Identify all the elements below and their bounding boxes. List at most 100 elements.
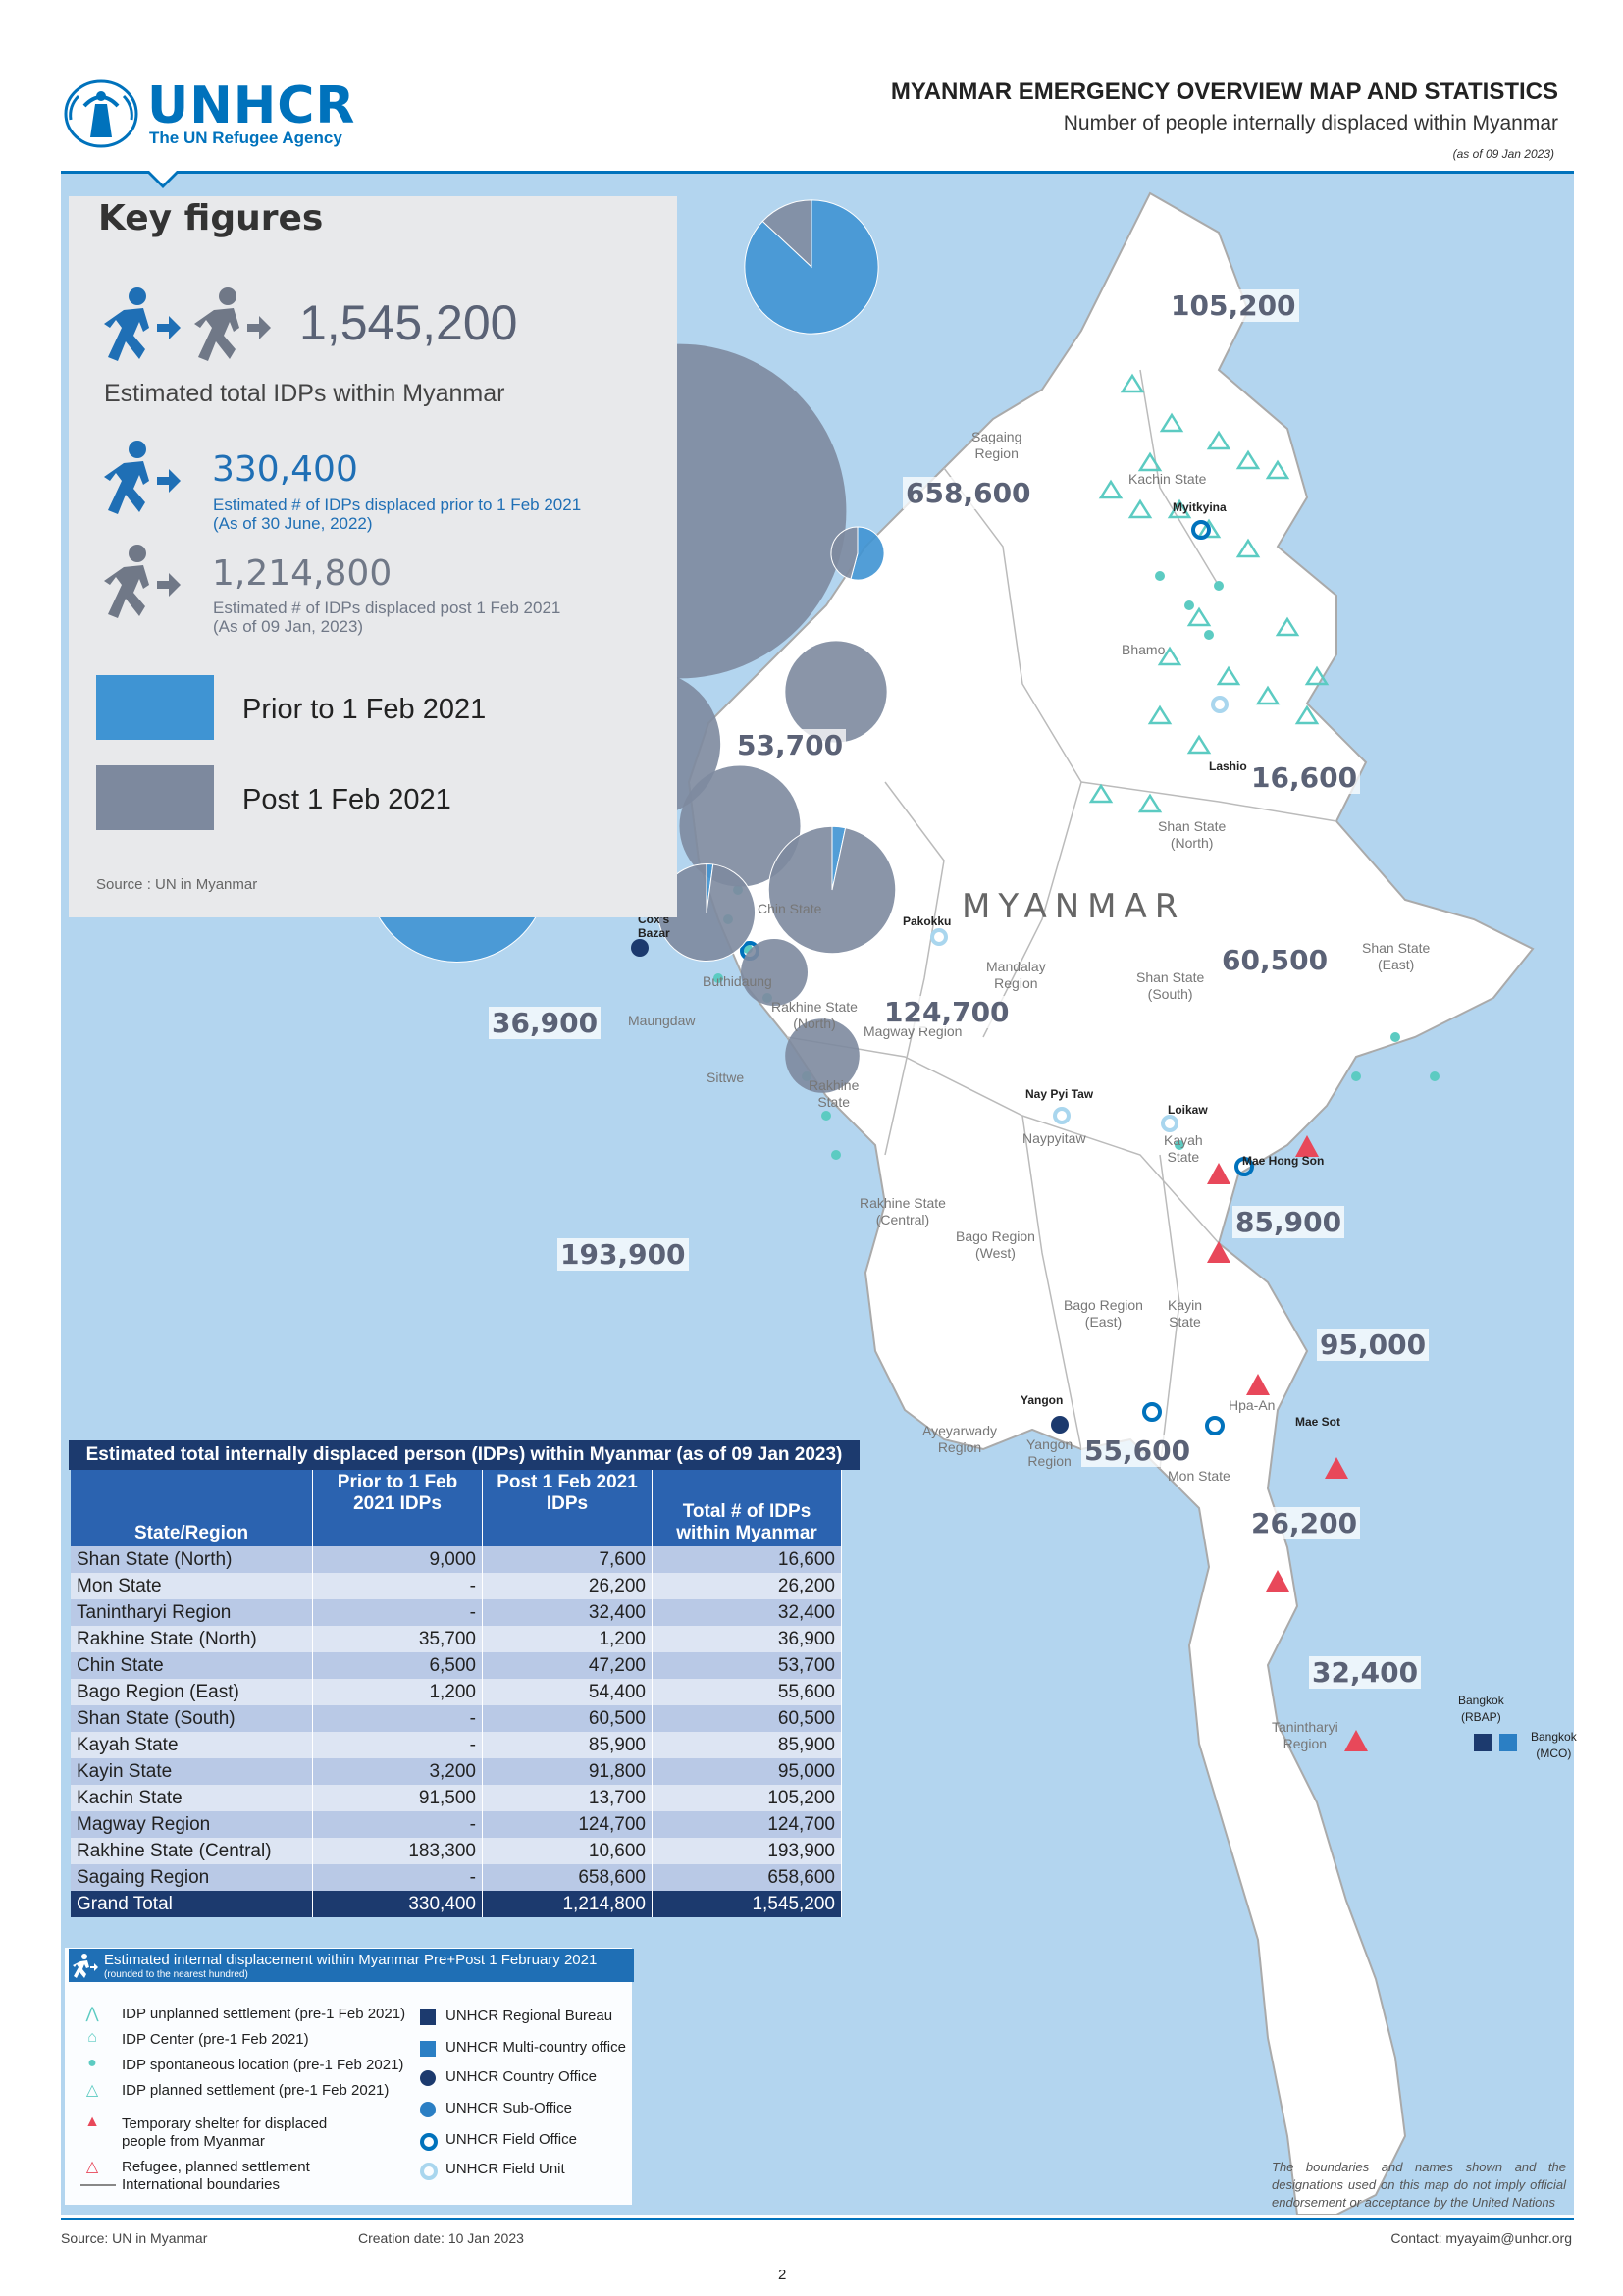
place-label: Shan State (North) bbox=[1158, 818, 1227, 851]
map-legend bbox=[65, 1948, 632, 2205]
sub-office-icon bbox=[420, 2102, 436, 2117]
place-label: Bago Region (West) bbox=[956, 1228, 1035, 1261]
bubble-label-rakhine-north: 36,900 bbox=[489, 1007, 602, 1039]
legend-item: IDP spontaneous location (pre-1 Feb 2021… bbox=[122, 2057, 404, 2073]
place-label: Yangon bbox=[1021, 1393, 1064, 1407]
bubble-mon-state bbox=[741, 939, 808, 1006]
table-header: State/Region bbox=[71, 1470, 313, 1546]
post-idp-value: 1,214,800 bbox=[212, 553, 393, 594]
table-cell-value: 85,900 bbox=[652, 1732, 842, 1758]
table-cell-value: - bbox=[312, 1705, 483, 1732]
legend-label-post: Post 1 Feb 2021 bbox=[242, 784, 451, 815]
legend-item: people from Myanmar bbox=[122, 2133, 265, 2150]
place-label: Chin State bbox=[758, 901, 822, 916]
legend-item: Temporary shelter for displaced bbox=[122, 2115, 328, 2132]
table-cell-value: 1,200 bbox=[482, 1626, 653, 1652]
table-cell-value: 3,200 bbox=[312, 1758, 483, 1785]
place-label: Myitkyina bbox=[1173, 500, 1227, 514]
logo-tagline: The UN Refugee Agency bbox=[149, 129, 342, 147]
legend-item: Refugee, planned settlement bbox=[122, 2159, 310, 2175]
pie-slice bbox=[850, 526, 885, 581]
table-cell-value: 35,700 bbox=[312, 1626, 483, 1652]
table-cell-region: Shan State (North) bbox=[71, 1546, 313, 1573]
place-label: Lashio bbox=[1209, 759, 1247, 773]
table-cell-value: 1,214,800 bbox=[482, 1891, 653, 1917]
table-header: Total # of IDPs within Myanmar bbox=[652, 1470, 842, 1546]
place-label: Shan State (South) bbox=[1136, 969, 1205, 1002]
table-cell-value: 124,700 bbox=[482, 1811, 653, 1838]
table-cell-region: Rakhine State (Central) bbox=[71, 1838, 313, 1864]
bubble-label-mon: 26,200 bbox=[1248, 1507, 1361, 1539]
bubble-label-bago-east: 55,600 bbox=[1081, 1435, 1194, 1467]
house-icon: ⌂ bbox=[87, 2029, 97, 2046]
table-cell-value: 60,500 bbox=[652, 1705, 842, 1732]
header-rule bbox=[61, 171, 1574, 174]
table-cell-region: Tanintharyi Region bbox=[71, 1599, 313, 1626]
table-cell-value: - bbox=[312, 1732, 483, 1758]
table-row: Rakhine State (North) 35,700 1,200 36,900 bbox=[71, 1626, 842, 1652]
temporary-shelter-markers bbox=[1207, 1135, 1368, 1751]
table-cell-value: 1,545,200 bbox=[652, 1891, 842, 1917]
place-label: Sagaing Region bbox=[971, 429, 1022, 461]
total-idp-label: Estimated total IDPs within Myanmar bbox=[104, 380, 505, 407]
table-cell-value: - bbox=[312, 1573, 483, 1599]
table-cell-value: 16,600 bbox=[652, 1546, 842, 1573]
field-unit-icon bbox=[420, 2163, 438, 2180]
idp-table: State/Region Prior to 1 Feb 2021 IDPs Po… bbox=[71, 1470, 842, 1917]
table-total-row: Grand Total 330,400 1,214,800 1,545,200 bbox=[71, 1891, 842, 1917]
pre-idp-value: 330,400 bbox=[212, 449, 358, 490]
tent-icon: ⋀ bbox=[85, 2006, 99, 2022]
legend-title: Estimated internal displacement within M… bbox=[104, 1952, 598, 1968]
bubble-label-tanintharyi: 32,400 bbox=[1309, 1656, 1422, 1689]
bubble-label-rakhine-central: 193,900 bbox=[557, 1238, 689, 1271]
pre-idp-description: Estimated # of IDPs displaced prior to 1… bbox=[213, 496, 582, 533]
key-figures-source: Source : UN in Myanmar bbox=[96, 876, 258, 893]
table-row: Shan State (North) 9,000 7,600 16,600 bbox=[71, 1546, 842, 1573]
place-label: Mae Hong Son bbox=[1242, 1154, 1325, 1168]
table-cell-value: 36,900 bbox=[652, 1626, 842, 1652]
red-triangle-icon: ▲ bbox=[84, 2113, 100, 2130]
place-label: Kayin State bbox=[1168, 1297, 1203, 1330]
table-cell-value: 658,600 bbox=[482, 1864, 653, 1891]
place-label: Kachin State bbox=[1128, 471, 1207, 487]
bubble-label-shan-south: 60,500 bbox=[1219, 944, 1332, 976]
total-idp-icon bbox=[104, 287, 271, 361]
pie-slice bbox=[679, 765, 801, 887]
table-cell-value: 91,800 bbox=[482, 1758, 653, 1785]
place-label: Rakhine State bbox=[809, 1077, 860, 1110]
table-cell-region: Kayin State bbox=[71, 1758, 313, 1785]
table-row: Magway Region -124,700 124,700 bbox=[71, 1811, 842, 1838]
page-number: 2 bbox=[778, 2267, 787, 2283]
table-cell-value: 6,500 bbox=[312, 1652, 483, 1679]
table-cell-value: - bbox=[312, 1864, 483, 1891]
table-cell-value: 26,200 bbox=[652, 1573, 842, 1599]
legend-item: UNHCR Regional Bureau bbox=[445, 2008, 613, 2024]
legend-subtitle: (rounded to the nearest hundred) bbox=[104, 1969, 248, 1980]
table-cell-value: - bbox=[312, 1811, 483, 1838]
legend-item: IDP Center (pre-1 Feb 2021) bbox=[122, 2031, 309, 2048]
table-cell-value: 105,200 bbox=[652, 1785, 842, 1811]
field-office-icon bbox=[420, 2133, 438, 2151]
bubble-shan-state-north- bbox=[830, 526, 885, 581]
footer-rule bbox=[61, 2218, 1574, 2220]
table-cell-value: 10,600 bbox=[482, 1838, 653, 1864]
legend-item: IDP planned settlement (pre-1 Feb 2021) bbox=[122, 2082, 390, 2099]
legend-swatch-post bbox=[96, 765, 214, 830]
table-cell-value: 60,500 bbox=[482, 1705, 653, 1732]
multi-country-office-icon bbox=[420, 2041, 436, 2057]
table-cell-value: 1,200 bbox=[312, 1679, 483, 1705]
table-row: Sagaing Region -658,600 658,600 bbox=[71, 1864, 842, 1891]
table-cell-region: Mon State bbox=[71, 1573, 313, 1599]
bubble-kayin-state bbox=[767, 825, 897, 955]
table-cell-region: Rakhine State (North) bbox=[71, 1626, 313, 1652]
table-cell-value: 53,700 bbox=[652, 1652, 842, 1679]
legend-item: International boundaries bbox=[122, 2176, 280, 2193]
bubble-shan-state-south- bbox=[785, 641, 887, 743]
table-cell-region: Kachin State bbox=[71, 1785, 313, 1811]
table-cell-value: 7,600 bbox=[482, 1546, 653, 1573]
place-label: Sittwe bbox=[707, 1070, 745, 1085]
place-label: Pakokku bbox=[903, 914, 952, 928]
table-cell-value: 13,700 bbox=[482, 1785, 653, 1811]
table-row: Bago Region (East) 1,200 54,400 55,600 bbox=[71, 1679, 842, 1705]
table-cell-region: Chin State bbox=[71, 1652, 313, 1679]
